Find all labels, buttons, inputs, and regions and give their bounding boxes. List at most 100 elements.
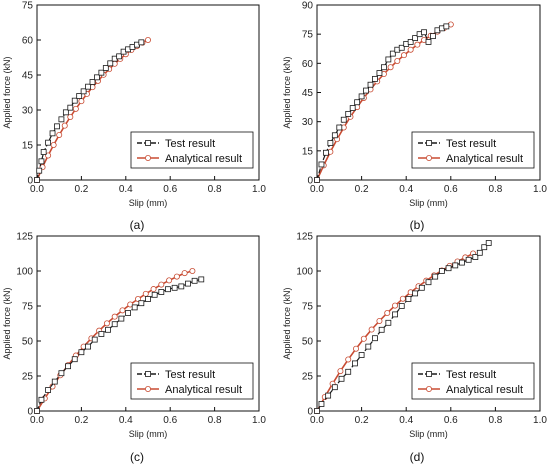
test-result-point <box>91 336 98 343</box>
legend-box <box>411 131 535 169</box>
y-tick-label: 90 <box>302 1 314 12</box>
test-result-point <box>67 104 74 111</box>
x-axis-title: Slip (mm) <box>409 198 448 208</box>
x-tick-label: 0.0 <box>30 184 44 195</box>
x-tick-label: 0.0 <box>310 184 324 195</box>
y-tick-label: 50 <box>302 337 314 348</box>
plot-frame <box>36 4 260 181</box>
y-tick-label: 125 <box>16 232 33 243</box>
test-result-point <box>318 161 325 168</box>
test-result-point <box>398 44 405 51</box>
test-result-point <box>76 93 83 99</box>
legend-label: Analytical result <box>165 384 242 396</box>
legend-swatch-marker <box>425 154 432 161</box>
legend-swatch-marker <box>425 385 432 392</box>
analytical-result-point <box>135 295 142 302</box>
test-result-point <box>102 65 109 71</box>
x-tick-label: 1.0 <box>252 184 266 195</box>
test-result-point <box>40 149 47 155</box>
analytical-result-point <box>111 313 118 320</box>
x-axis-title: Slip (mm) <box>129 429 168 439</box>
legend: Test result Analytical result <box>411 131 535 169</box>
x-tick-label: 0.2 <box>74 184 88 195</box>
x-tick-label: 1.0 <box>533 184 547 195</box>
test-result-point <box>354 99 361 106</box>
test-result-point <box>158 289 165 295</box>
test-result-line <box>316 242 490 412</box>
test-result-point <box>425 279 432 286</box>
y-tick-label: 15 <box>302 146 314 157</box>
test-result-point <box>71 97 78 104</box>
test-result-point <box>58 370 65 377</box>
x-axis-title: Slip (mm) <box>129 198 168 208</box>
test-result-point <box>340 116 347 123</box>
legend: Test result Analytical result <box>130 362 254 400</box>
test-result-point <box>151 291 158 298</box>
test-result-line <box>36 41 142 181</box>
analytical-result-point <box>103 320 110 327</box>
y-axis-title: Applied force (kN) <box>2 56 12 128</box>
test-result-point <box>98 331 105 337</box>
legend-swatch-marker <box>144 385 151 392</box>
legend-label: Analytical result <box>165 153 242 165</box>
legend-swatch-marker <box>145 140 151 146</box>
test-result-point <box>191 277 198 284</box>
legend: Test result Analytical result <box>130 131 254 169</box>
y-tick-label: 45 <box>22 71 34 82</box>
panel-caption: (d) <box>410 450 425 464</box>
x-tick-label: 0.4 <box>119 415 133 426</box>
analytical-result-point <box>387 64 394 71</box>
test-result-point <box>45 387 51 393</box>
y-tick-label: 75 <box>302 302 314 313</box>
analytical-result-point <box>384 309 391 316</box>
y-tick-label: 0 <box>307 407 313 418</box>
y-tick-label: 25 <box>302 372 314 383</box>
x-tick-label: 0.0 <box>310 415 324 426</box>
y-tick-label: 125 <box>296 232 313 243</box>
test-result-point <box>62 109 69 116</box>
chart-panel-2: 0.0 0.2 0.4 0.6 0.8 1.0 0 15 30 45 60 75 90 Slip (mm)… <box>282 1 547 233</box>
y-tick-label: 75 <box>22 302 34 313</box>
test-result-point <box>418 284 425 291</box>
analytical-result-point <box>78 98 85 105</box>
x-tick-label: 0.0 <box>30 415 44 426</box>
analytical-result-point <box>166 277 173 284</box>
x-tick-label: 0.8 <box>208 415 222 426</box>
test-result-point <box>325 392 332 399</box>
analytical-result-point <box>376 317 383 324</box>
test-result-point <box>178 283 185 290</box>
test-result-point <box>392 311 398 318</box>
y-tick-label: 30 <box>302 117 314 128</box>
test-result-point <box>107 60 114 67</box>
test-result-point <box>421 29 427 36</box>
test-result-point <box>138 39 145 46</box>
analytical-result-point <box>353 345 360 352</box>
y-tick-label: 100 <box>296 267 313 278</box>
test-result-point <box>85 83 91 90</box>
x-tick-label: 1.0 <box>533 415 547 426</box>
test-result-point <box>65 363 71 370</box>
test-result-point <box>372 75 378 82</box>
legend-label: Test result <box>165 369 215 381</box>
test-result-point <box>481 244 488 251</box>
y-tick-label: 60 <box>22 36 34 47</box>
analytical-result-point <box>61 122 68 129</box>
test-result-point <box>412 290 419 297</box>
test-result-point <box>425 39 432 45</box>
plot-frame <box>316 235 541 412</box>
analytical-result-point <box>173 273 180 280</box>
test-result-point <box>54 123 60 130</box>
test-result-point <box>472 254 479 260</box>
test-result-point <box>45 139 51 146</box>
test-result-point <box>358 352 365 358</box>
analytical-result-point <box>392 302 399 309</box>
test-result-point <box>78 349 85 356</box>
x-tick-label: 0.8 <box>208 184 222 195</box>
analytical-result-point <box>67 114 74 121</box>
legend-box <box>411 362 535 400</box>
test-result-point <box>105 326 111 333</box>
test-result-point <box>323 149 329 156</box>
test-result-point <box>318 401 325 407</box>
test-result-point <box>405 296 412 302</box>
